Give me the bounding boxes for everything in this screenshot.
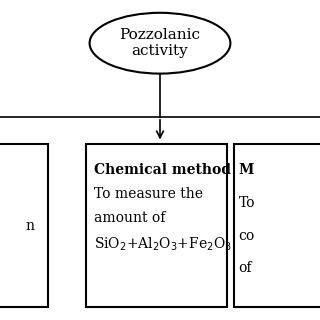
Text: To measure the: To measure the (94, 187, 204, 201)
Ellipse shape (90, 13, 230, 74)
Text: of: of (238, 261, 252, 275)
Text: Chemical method: Chemical method (94, 163, 231, 177)
Text: n: n (26, 219, 35, 233)
Text: co: co (238, 228, 255, 243)
Bar (86, 144, 227, 307)
Text: M: M (238, 163, 254, 177)
Bar (0, 144, 48, 307)
Text: SiO$_2$+Al$_2$O$_3$+Fe$_2$O$_3$: SiO$_2$+Al$_2$O$_3$+Fe$_2$O$_3$ (94, 235, 232, 252)
Bar (234, 144, 320, 307)
Text: amount of: amount of (94, 211, 166, 225)
Text: To: To (238, 196, 255, 210)
Text: Pozzolanic
activity: Pozzolanic activity (119, 28, 201, 58)
